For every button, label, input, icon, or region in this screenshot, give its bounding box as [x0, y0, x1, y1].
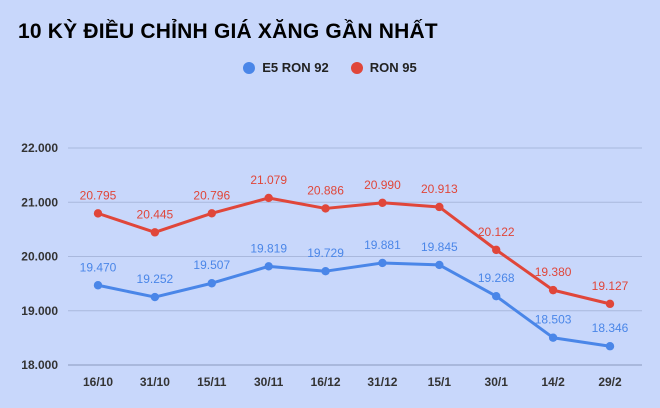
legend-label-e5: E5 RON 92: [262, 60, 329, 75]
series-line-ron95: [96, 196, 612, 306]
data-point-e5: [207, 279, 216, 288]
data-label-ron95: 20.886: [307, 183, 344, 197]
legend-item-e5: E5 RON 92: [243, 60, 329, 75]
data-point-ron95: [492, 245, 501, 255]
legend-label-ron95: RON 95: [369, 60, 417, 75]
data-label-e5: 19.729: [307, 246, 344, 260]
data-label-e5: 18.503: [535, 313, 572, 327]
data-point-e5: [492, 292, 501, 301]
data-label-e5: 19.881: [364, 238, 401, 252]
data-point-ron95: [264, 193, 273, 203]
data-label-ron95: 20.913: [421, 182, 458, 196]
x-tick-label: 30/11: [254, 375, 284, 389]
data-point-ron95: [378, 198, 387, 207]
data-label-ron95: 19.380: [535, 265, 572, 279]
data-label-e5: 19.845: [421, 240, 458, 254]
series-line-e5: [96, 261, 612, 348]
data-label-e5: 18.346: [592, 321, 629, 335]
data-label-e5: 19.507: [193, 258, 230, 272]
data-label-e5: 19.252: [137, 272, 174, 286]
x-tick-label: 30/1: [485, 375, 509, 389]
y-tick-label: 19.000: [21, 304, 58, 318]
legend-marker-ron95: [350, 61, 363, 74]
y-tick-label: 20.000: [21, 250, 58, 264]
data-label-e5: 19.268: [478, 271, 515, 285]
x-tick-label: 16/12: [311, 375, 341, 389]
data-point-ron95: [93, 209, 103, 218]
x-tick-label: 15/1: [428, 375, 452, 389]
data-point-ron95: [605, 299, 615, 309]
data-point-e5: [378, 258, 387, 268]
x-tick-label: 29/2: [598, 375, 622, 389]
data-point-e5: [264, 262, 273, 271]
data-point-e5: [605, 342, 615, 351]
data-point-e5: [435, 260, 444, 270]
chart-legend: E5 RON 92 RON 95: [0, 60, 660, 75]
data-label-e5: 19.819: [250, 241, 287, 255]
data-label-ron95: 20.445: [137, 207, 174, 221]
data-point-ron95: [321, 204, 330, 213]
data-point-e5: [321, 267, 330, 276]
data-point-ron95: [435, 202, 444, 212]
x-tick-label: 31/12: [367, 375, 397, 389]
data-label-e5: 19.470: [80, 260, 117, 274]
legend-marker-e5: [243, 61, 256, 74]
x-tick-label: 31/10: [140, 375, 170, 389]
data-point-ron95: [548, 285, 558, 295]
x-tick-label: 16/10: [83, 375, 113, 389]
x-tick-label: 14/2: [541, 375, 565, 389]
data-label-ron95: 21.079: [250, 173, 287, 187]
y-tick-label: 22.000: [21, 141, 58, 155]
data-point-e5: [150, 292, 160, 302]
data-label-ron95: 20.796: [193, 188, 230, 202]
data-point-ron95: [207, 209, 216, 218]
data-point-ron95: [150, 228, 160, 237]
y-tick-label: 18.000: [21, 358, 58, 372]
data-point-e5: [548, 333, 558, 342]
chart-title: 10 KỲ ĐIỀU CHỈNH GIÁ XĂNG GẦN NHẤT: [18, 20, 438, 43]
data-point-e5: [93, 281, 103, 290]
data-label-ron95: 20.990: [364, 178, 401, 192]
data-label-ron95: 20.795: [80, 188, 117, 202]
data-label-ron95: 20.122: [478, 225, 515, 239]
data-label-ron95: 19.127: [592, 279, 629, 293]
x-tick-label: 15/11: [197, 375, 227, 389]
y-tick-label: 21.000: [21, 195, 58, 209]
legend-item-ron95: RON 95: [350, 60, 417, 75]
